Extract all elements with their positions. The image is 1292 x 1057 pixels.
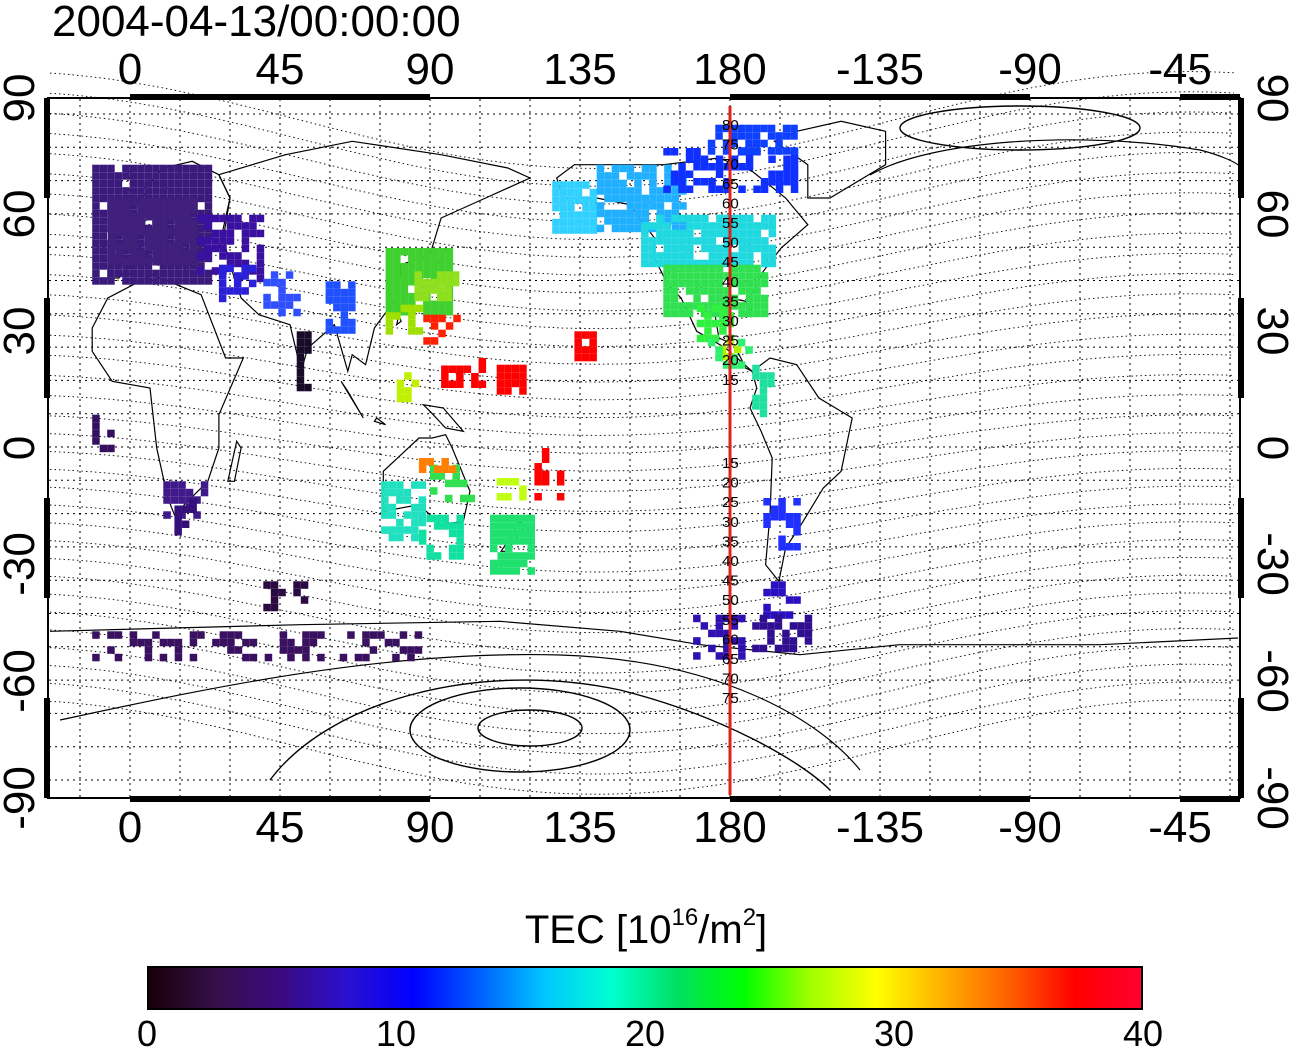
tec-map: 80 75 70 65 60 55 50 45 40 35 30 25 20 15 15 20 25 30 35 40… [44, 71, 1244, 802]
mlat-label: 35 [722, 533, 739, 550]
lat-tick-label: 90 [1248, 73, 1292, 123]
colorbar-tick-label: 10 [375, 1013, 417, 1054]
lat-tick-label: -90 [0, 766, 44, 830]
lat-tick-label: 90 [0, 73, 44, 123]
lon-tick-label: -90 [998, 45, 1062, 94]
lat-tick-label: -30 [1248, 532, 1292, 596]
mlat-label: 25 [722, 494, 739, 511]
lon-tick-label: -45 [1148, 803, 1212, 852]
lon-tick-label: 90 [405, 45, 455, 94]
mlat-label: 70 [722, 671, 739, 688]
colorbar-tick-label: 0 [136, 1013, 158, 1054]
mlat-label: 45 [722, 254, 739, 271]
mlat-label: 20 [722, 352, 739, 369]
mlat-label: 30 [722, 514, 739, 531]
lat-tick-label: -60 [1248, 649, 1292, 713]
lat-tick-label: 60 [0, 189, 44, 239]
lon-tick-label: 135 [543, 45, 617, 94]
mlat-label: 70 [722, 156, 739, 173]
lon-tick-label: 135 [543, 803, 617, 852]
axis-bars [44, 94, 1244, 802]
magnetic-latitude-contours [49, 71, 1239, 795]
colorbar-tick-label: 30 [873, 1013, 915, 1054]
lon-tick-label: 45 [255, 45, 305, 94]
lon-tick-label: 180 [693, 45, 767, 94]
lat-tick-label: 0 [1248, 436, 1292, 460]
mlat-label: 15 [722, 372, 739, 389]
mlat-label: 75 [722, 137, 739, 154]
mlat-label: 50 [722, 235, 739, 252]
mlat-label: 60 [722, 195, 739, 212]
mlat-label: 55 [722, 215, 739, 232]
lat-tick-label: 60 [1248, 189, 1292, 239]
mlat-label: 65 [722, 651, 739, 668]
lat-tick-label: -90 [1248, 766, 1292, 830]
tec-data-cells [92, 124, 813, 662]
mlat-label: 80 [722, 117, 739, 134]
lon-tick-label: 0 [117, 803, 143, 852]
lon-tick-label: -45 [1148, 45, 1212, 94]
mlat-label: 25 [722, 333, 739, 350]
lon-tick-label: -135 [835, 45, 925, 94]
lat-tick-label: 0 [0, 436, 44, 460]
lon-tick-label: -135 [835, 803, 925, 852]
mlat-label: 20 [722, 475, 739, 492]
lon-tick-label: 90 [405, 803, 455, 852]
mlat-label: 50 [722, 592, 739, 609]
mlat-label: 35 [722, 293, 739, 310]
mlat-label: 30 [722, 313, 739, 330]
mlat-label: 40 [722, 274, 739, 291]
lat-tick-label: -60 [0, 649, 44, 713]
colorbar [147, 966, 1143, 1010]
mlat-label: 60 [722, 631, 739, 648]
lon-tick-label: 45 [255, 803, 305, 852]
colorbar-tick-label: 20 [624, 1013, 666, 1054]
colorbar-tick-label: 40 [1122, 1013, 1164, 1054]
colorbar-title: TEC [1016/m2] [524, 904, 768, 953]
mlat-labels: 80 75 70 65 60 55 50 45 40 35 30 25 20 15 15 20 25 30 35 40… [722, 117, 739, 707]
map-timestamp: 2004-04-13/00:00:00 [52, 0, 461, 46]
mlat-label: 15 [722, 455, 739, 472]
lat-tick-label: 30 [1248, 306, 1292, 356]
mlat-label: 55 [722, 612, 739, 629]
lat-tick-label: -30 [0, 532, 44, 596]
lat-tick-label: 30 [0, 306, 44, 356]
lon-tick-label: 0 [117, 45, 143, 94]
lon-tick-label: 180 [693, 803, 767, 852]
mlat-label: 75 [722, 690, 739, 707]
mlat-label: 40 [722, 553, 739, 570]
mlat-label: 45 [722, 573, 739, 590]
mlat-label: 65 [722, 176, 739, 193]
lon-tick-label: -90 [998, 803, 1062, 852]
